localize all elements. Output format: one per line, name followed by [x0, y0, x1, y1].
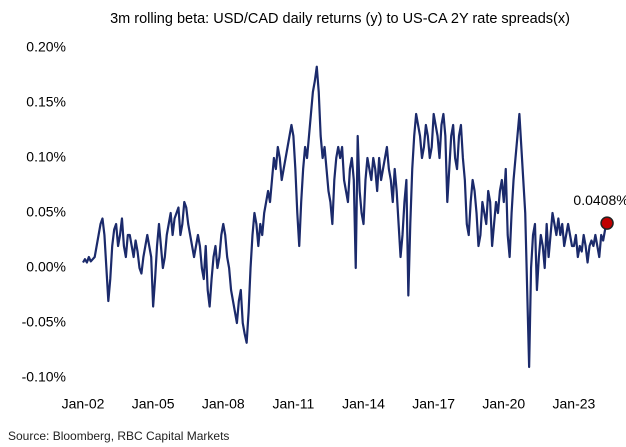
x-tick-label: Jan-11: [273, 396, 315, 412]
y-tick-label: 0.15%: [26, 94, 66, 110]
x-tick-label: Jan-14: [342, 396, 385, 412]
y-tick-label: -0.10%: [22, 369, 66, 385]
end-point: [600, 216, 614, 230]
chart-title: 3m rolling beta: USD/CAD daily returns (…: [110, 11, 570, 27]
x-tick-label: Jan-08: [202, 396, 245, 412]
end-label: 0.0408%: [573, 192, 626, 208]
x-tick-label: Jan-23: [553, 396, 596, 412]
x-tick-label: Jan-02: [62, 396, 105, 412]
x-tick-label: Jan-05: [132, 396, 175, 412]
x-tick-label: Jan-20: [482, 396, 525, 412]
y-tick-label: 0.20%: [26, 39, 66, 55]
y-tick-label: 0.05%: [26, 204, 66, 220]
x-tick-label: Jan-17: [412, 396, 455, 412]
y-tick-label: 0.10%: [26, 149, 66, 165]
source-note: Source: Bloomberg, RBC Capital Markets: [8, 429, 229, 443]
y-tick-label: -0.05%: [22, 314, 66, 330]
data-line: [82, 65, 609, 369]
y-tick-label: 0.00%: [26, 259, 66, 275]
